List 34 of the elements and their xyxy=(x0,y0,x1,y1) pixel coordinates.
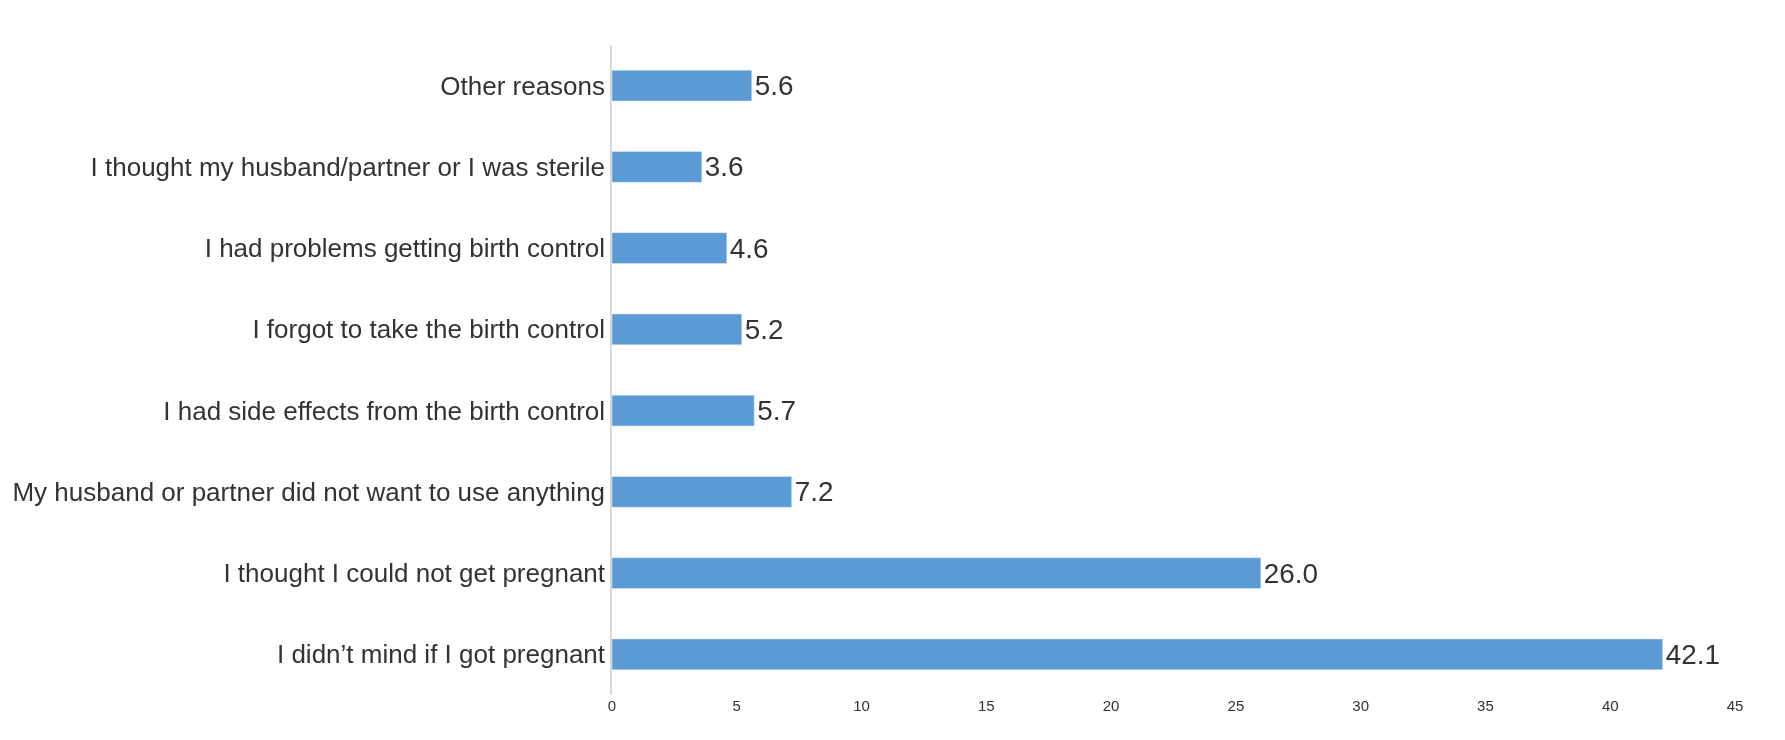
bar xyxy=(612,69,752,102)
y-tick-label: I thought my husband/partner or I was sterile xyxy=(90,151,606,182)
bar xyxy=(612,557,1262,589)
y-tick-label: My husband or partner did not want to use anything xyxy=(12,476,606,507)
y-tick-label: I had side effects from the birth control xyxy=(163,395,606,426)
x-tick-label: 25 xyxy=(1227,697,1245,714)
data-label: 5.2 xyxy=(744,313,784,345)
data-label: 7.2 xyxy=(794,476,834,508)
y-tick-label: I forgot to take the birth control xyxy=(252,314,606,345)
y-tick-label: I didn’t mind if I got pregnant xyxy=(276,639,606,670)
x-tick-label: 45 xyxy=(1726,697,1744,714)
x-tick-label: 10 xyxy=(853,697,870,714)
bar xyxy=(612,232,728,264)
data-label: 26.0 xyxy=(1263,557,1319,589)
x-tick-label: 20 xyxy=(1102,697,1120,714)
bar xyxy=(612,151,703,183)
bar xyxy=(612,476,792,508)
bar xyxy=(612,394,755,427)
bar xyxy=(612,313,743,346)
data-label: 3.6 xyxy=(704,151,744,183)
data-label: 4.6 xyxy=(729,232,769,264)
x-tick-label: 30 xyxy=(1352,697,1370,714)
y-tick-label: Other reasons xyxy=(440,70,606,101)
data-label: 42.1 xyxy=(1665,638,1720,670)
x-tick-label: 35 xyxy=(1477,697,1494,714)
data-label: 5.6 xyxy=(754,70,794,102)
x-tick-label: 15 xyxy=(977,697,995,714)
y-tick-label: I had problems getting birth control xyxy=(204,233,606,264)
y-tick-label: I thought I could not get pregnant xyxy=(223,558,606,589)
bar xyxy=(612,638,1663,671)
x-tick-label: 0 xyxy=(607,697,617,714)
x-tick-label: 5 xyxy=(732,697,741,714)
x-tick-label: 40 xyxy=(1601,697,1619,714)
data-label: 5.7 xyxy=(757,395,797,427)
